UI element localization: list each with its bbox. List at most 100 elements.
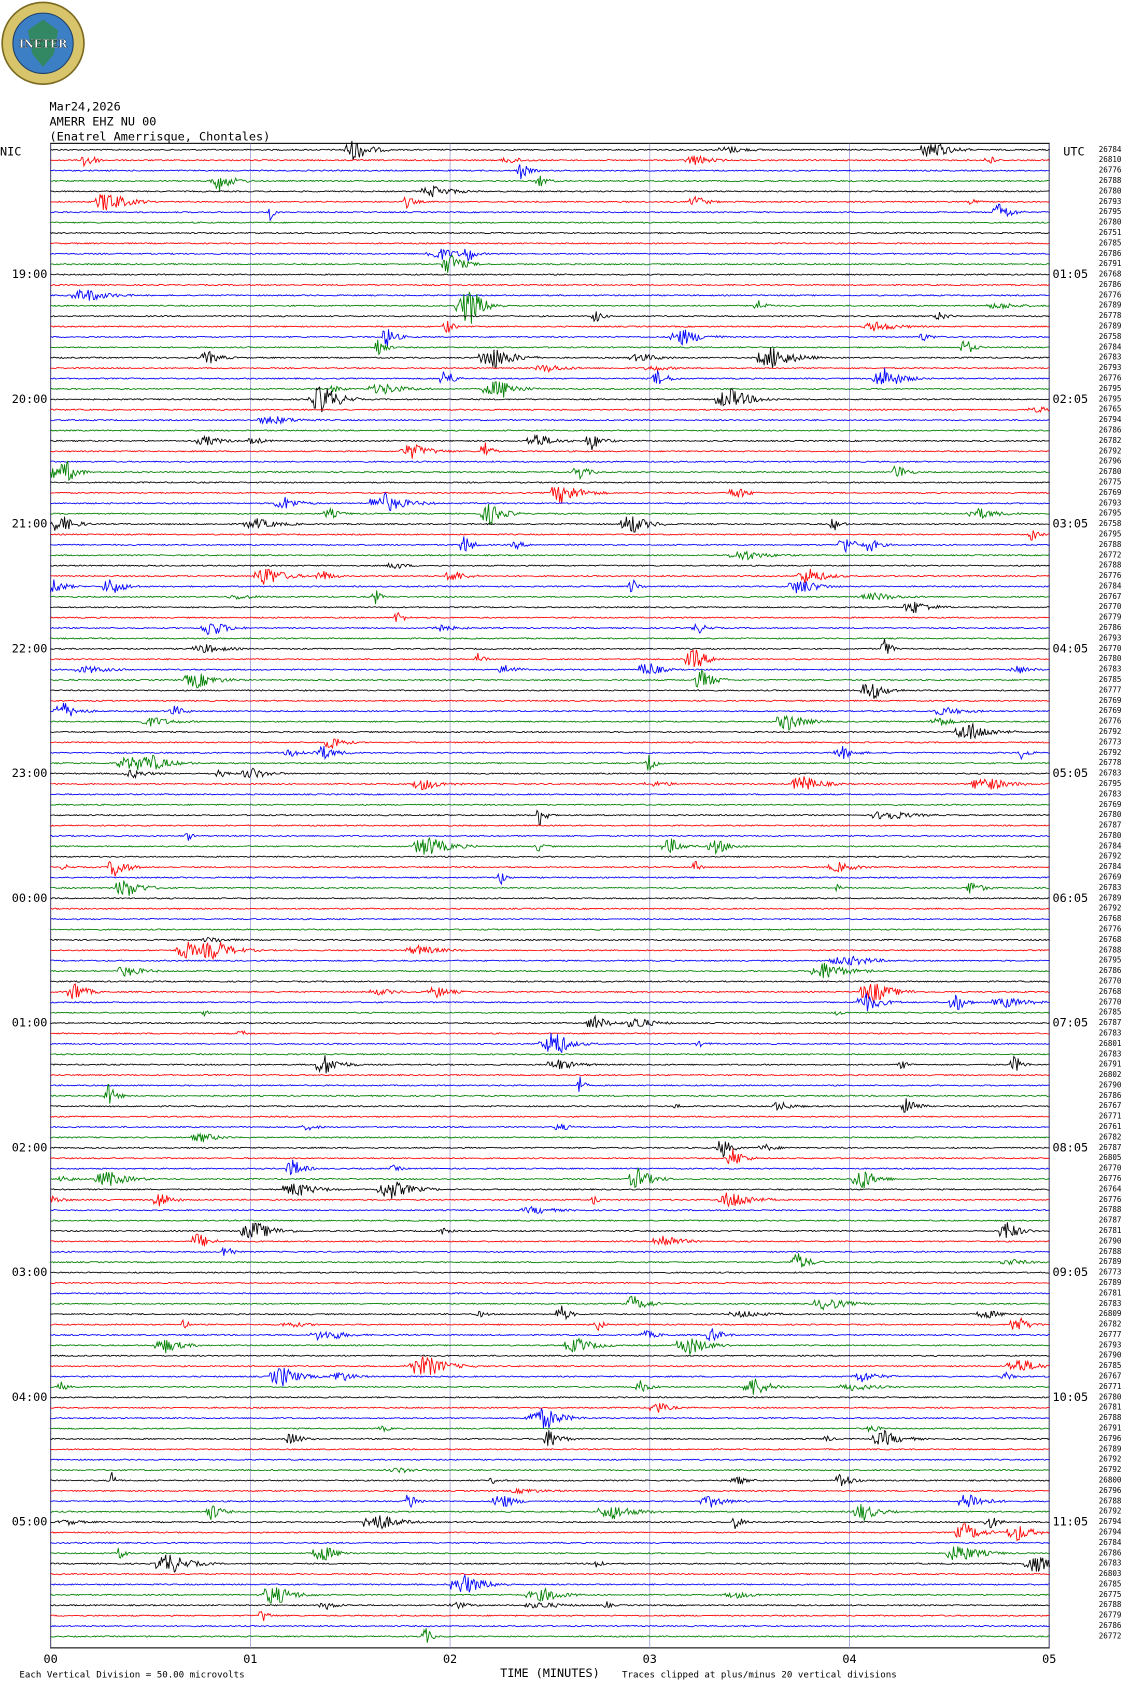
trace-id: 26770 <box>1099 1164 1122 1173</box>
trace-id: 26786 <box>1099 426 1122 435</box>
trace-id: 26769 <box>1099 488 1122 497</box>
trace <box>50 1337 1050 1355</box>
trace-id: 26795 <box>1099 384 1122 393</box>
trace-id: 26786 <box>1099 1091 1122 1100</box>
trace <box>50 1355 1050 1376</box>
trace <box>50 1541 1050 1545</box>
trace <box>50 955 1050 966</box>
trace <box>50 536 1050 554</box>
trace <box>50 516 1050 533</box>
trace <box>50 1573 1050 1593</box>
trace <box>50 1271 1050 1274</box>
trace <box>50 1010 1050 1017</box>
trace <box>50 836 1050 855</box>
local-time-label: 22:00 <box>12 641 48 655</box>
trace <box>50 1515 1050 1530</box>
trace-id: 26776 <box>1099 571 1122 580</box>
trace-id: 26783 <box>1099 1028 1122 1037</box>
trace-id: 26793 <box>1099 363 1122 372</box>
trace-id: 26788 <box>1099 1205 1122 1214</box>
trace-id: 26772 <box>1099 1631 1122 1640</box>
scale-note: Each Vertical Division = 50.00 microvolt… <box>19 1670 244 1680</box>
trace-id: 26776 <box>1099 1195 1122 1204</box>
trace <box>50 962 1050 979</box>
trace <box>50 1192 1050 1208</box>
trace <box>50 1159 1050 1176</box>
trace-id: 26782 <box>1099 436 1122 445</box>
trace-id: 26787 <box>1099 1216 1122 1225</box>
trace-id: 26775 <box>1099 477 1122 486</box>
trace-id: 26791 <box>1099 1060 1122 1069</box>
trace-id: 26792 <box>1099 1507 1122 1516</box>
trace-id: 26767 <box>1099 592 1122 601</box>
trace-id: 26795 <box>1099 394 1122 403</box>
trace-id: 26769 <box>1099 696 1122 705</box>
trace <box>50 683 1050 699</box>
trace <box>50 793 1050 796</box>
trace-id: 26780 <box>1099 1392 1122 1401</box>
trace-id: 26786 <box>1099 1621 1122 1630</box>
trace-id: 26779 <box>1099 1611 1122 1620</box>
trace <box>50 1115 1050 1118</box>
trace <box>50 175 1050 192</box>
trace <box>50 1246 1050 1256</box>
trace-id: 26783 <box>1099 1049 1122 1058</box>
trace-id: 26788 <box>1099 1496 1122 1505</box>
trace-id: 26786 <box>1099 249 1122 258</box>
trace-id: 26783 <box>1099 353 1122 362</box>
trace <box>50 203 1050 222</box>
local-time-label: 19:00 <box>12 267 48 281</box>
trace <box>50 273 1050 276</box>
trace-id: 26792 <box>1099 904 1122 913</box>
trace <box>50 1396 1050 1399</box>
trace-id: 26795 <box>1099 779 1122 788</box>
trace-id: 26789 <box>1099 1444 1122 1453</box>
trace-id: 26773 <box>1099 1268 1122 1277</box>
trace-id: 26781 <box>1099 1288 1122 1297</box>
trace <box>50 460 1050 482</box>
trace <box>50 1076 1050 1092</box>
trace-id: 26801 <box>1099 1039 1122 1048</box>
trace <box>50 1554 1050 1573</box>
trace-id: 26785 <box>1099 675 1122 684</box>
x-tick-label: 05 <box>1042 1652 1056 1666</box>
location: (Enatrel Amerrisque, Chontales) <box>50 129 271 143</box>
trace-id: 26788 <box>1099 561 1122 570</box>
trace <box>50 1328 1050 1342</box>
utc-time-label: 07:05 <box>1053 1016 1089 1030</box>
trace-id: 26777 <box>1099 1330 1122 1339</box>
trace <box>50 530 1050 541</box>
trace <box>50 1367 1050 1387</box>
trace <box>50 936 1050 943</box>
trace-id: 26761 <box>1099 1122 1122 1131</box>
utc-time-label: 06:05 <box>1053 891 1089 905</box>
date: Mar24,2026 <box>50 99 121 113</box>
trace-id: 26788 <box>1099 1413 1122 1422</box>
trace <box>50 1402 1050 1413</box>
trace <box>50 231 1050 235</box>
trace <box>50 601 1050 613</box>
trace-id: 26786 <box>1099 280 1122 289</box>
trace <box>50 1601 1050 1611</box>
trace <box>50 754 1050 771</box>
trace <box>50 1504 1050 1521</box>
trace <box>50 663 1050 675</box>
trace-id: 26784 <box>1099 1538 1122 1547</box>
trace <box>50 723 1050 740</box>
trace <box>50 714 1050 731</box>
trace-id: 26769 <box>1099 706 1122 715</box>
trace-id: 26771 <box>1099 1112 1122 1121</box>
trace <box>50 433 1050 450</box>
trace <box>50 776 1050 791</box>
trace-id: 26785 <box>1099 1361 1122 1370</box>
trace <box>50 1624 1050 1628</box>
utc-time-label: 10:05 <box>1053 1390 1089 1404</box>
trace-id: 26780 <box>1099 467 1122 476</box>
trace-id: 26783 <box>1099 1299 1122 1308</box>
trace <box>50 1408 1050 1429</box>
trace-id: 26765 <box>1099 405 1122 414</box>
trace <box>50 1148 1050 1165</box>
trace-id: 26792 <box>1099 748 1122 757</box>
trace <box>50 1546 1050 1561</box>
trace-id: 26758 <box>1099 332 1122 341</box>
